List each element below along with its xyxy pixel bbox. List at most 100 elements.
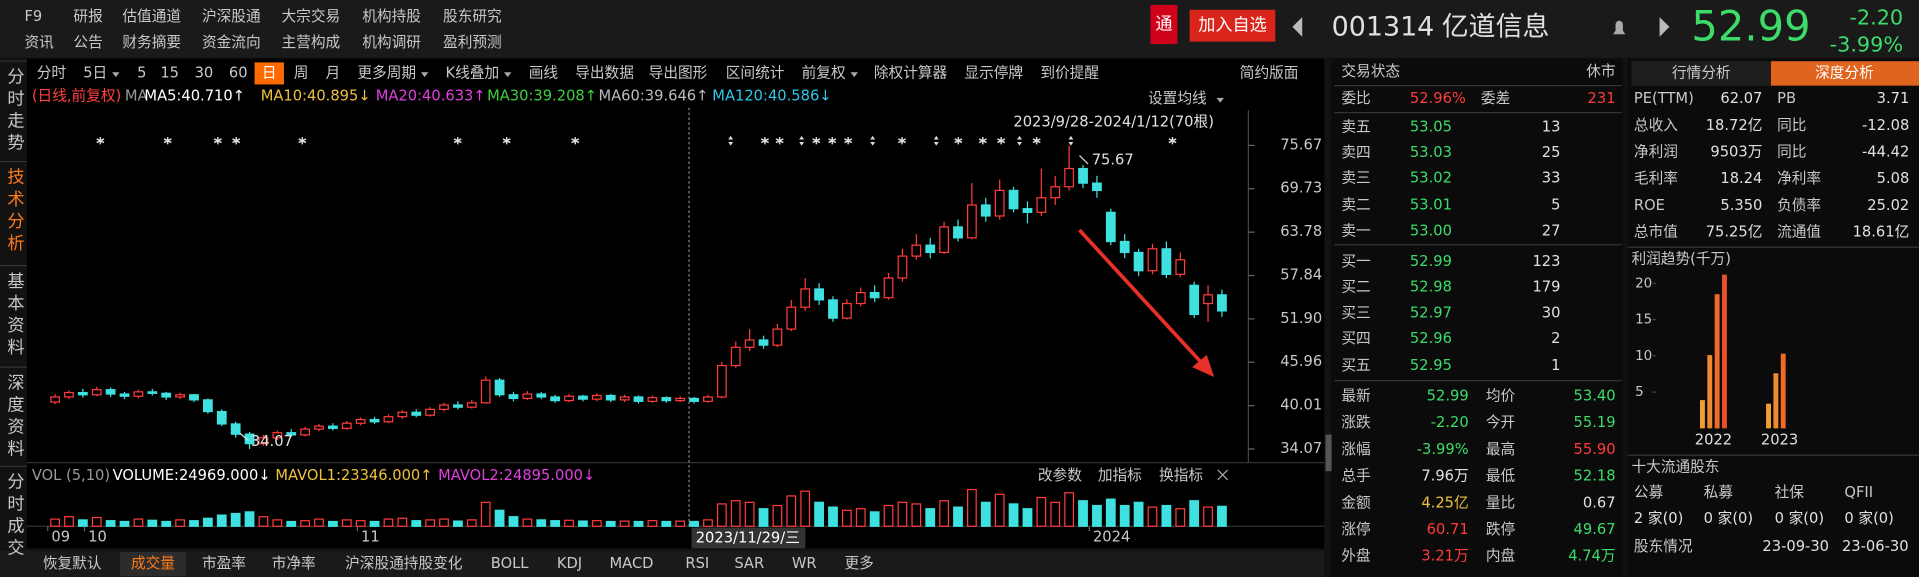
event-marker[interactable]: [954, 137, 963, 145]
side-tab[interactable]: 基本资料: [3, 272, 24, 360]
toolbar-item[interactable]: K线叠加: [445, 64, 499, 81]
add-watchlist[interactable]: 加入自选: [1198, 16, 1266, 36]
event-marker[interactable]: [213, 137, 222, 145]
ma-settings[interactable]: 设置均线: [1148, 90, 1207, 107]
volume-bar: [1064, 492, 1075, 527]
toolbar-item[interactable]: 分时: [37, 64, 67, 81]
side-tab[interactable]: 分时成交: [3, 472, 24, 560]
bottom-tab[interactable]: RSI: [685, 555, 709, 572]
analysis-tab[interactable]: 深度分析: [1815, 64, 1874, 81]
bottom-tab[interactable]: 沪深股通持股变化: [345, 555, 463, 572]
menu-item[interactable]: 研报: [73, 8, 103, 25]
toolbar-item[interactable]: 5日: [83, 64, 107, 81]
event-marker[interactable]: [163, 137, 172, 145]
event-marker[interactable]: [298, 137, 307, 145]
event-marker[interactable]: [828, 137, 837, 145]
event-marker[interactable]: [1168, 137, 1177, 145]
toolbar-item[interactable]: 60: [229, 64, 248, 81]
menu-item[interactable]: 盈利预测: [443, 34, 502, 51]
toolbar-item[interactable]: 15: [160, 64, 179, 81]
menu-item[interactable]: 股东研究: [443, 8, 502, 25]
vol-tool[interactable]: 改参数: [1038, 467, 1082, 484]
toolbar-item[interactable]: 除权计算器: [874, 64, 948, 81]
bottom-tab[interactable]: 成交量: [131, 554, 175, 572]
volume-bar: [1092, 504, 1102, 527]
menu-item[interactable]: 财务摘要: [122, 33, 181, 51]
bottom-tab[interactable]: 市盈率: [202, 555, 246, 572]
toolbar-item[interactable]: 30: [195, 64, 214, 81]
event-marker[interactable]: [898, 137, 907, 145]
bottom-tab[interactable]: KDJ: [557, 555, 582, 572]
candle-body: [758, 339, 769, 346]
menu-item[interactable]: 资讯: [24, 34, 54, 51]
volume-bar: [1022, 508, 1033, 527]
toolbar-item[interactable]: 导出数据: [575, 64, 634, 81]
event-marker[interactable]: [812, 137, 821, 145]
toolbar-item[interactable]: 月: [326, 64, 341, 81]
price-change: -2.20: [1849, 5, 1903, 29]
badge[interactable]: 通: [1155, 14, 1172, 34]
event-marker[interactable]: [997, 137, 1006, 145]
event-marker[interactable]: [844, 137, 853, 145]
event-marker[interactable]: [933, 135, 939, 146]
vol-tool[interactable]: 加指标: [1098, 467, 1142, 484]
menu-item[interactable]: 机构持股: [362, 8, 421, 25]
event-marker[interactable]: [799, 135, 805, 146]
event-marker[interactable]: [775, 137, 784, 145]
toolbar-item[interactable]: 显示停牌: [964, 64, 1023, 81]
toolbar-item[interactable]: 到价提醒: [1040, 64, 1099, 81]
toolbar-item[interactable]: 5: [137, 64, 146, 81]
toolbar-item[interactable]: 前复权: [802, 63, 846, 81]
menu-item[interactable]: 资金流向: [202, 34, 261, 51]
event-marker[interactable]: [1068, 135, 1074, 146]
volume-bar: [883, 504, 894, 527]
bottom-tab[interactable]: 恢复默认: [43, 554, 102, 572]
bottom-tab[interactable]: 更多: [844, 555, 873, 572]
cursor-date: 2023/11/29/三: [696, 530, 800, 547]
vol-tool[interactable]: 换指标: [1159, 467, 1203, 484]
event-marker[interactable]: [96, 137, 105, 145]
menu-item[interactable]: 主营构成: [281, 34, 340, 51]
next-icon[interactable]: [1659, 17, 1670, 37]
prev-icon[interactable]: [1292, 17, 1303, 37]
toolbar-item[interactable]: 简约版面: [1240, 64, 1299, 81]
side-tab[interactable]: 深度资料: [3, 373, 24, 461]
toolbar-item[interactable]: 画线: [529, 64, 559, 81]
bottom-tab[interactable]: WR: [792, 555, 817, 572]
event-marker[interactable]: [760, 137, 769, 145]
close-icon[interactable]: [1217, 469, 1229, 481]
menu-item[interactable]: F9: [24, 8, 42, 25]
toolbar-item[interactable]: 周: [294, 64, 309, 81]
x-tick-label: 09: [51, 528, 70, 545]
profit-bar: [1766, 403, 1771, 429]
volume-bar: [147, 519, 158, 527]
menu-item[interactable]: 估值通道: [122, 8, 181, 25]
event-marker[interactable]: [870, 135, 876, 146]
toolbar-item[interactable]: 区间统计: [726, 64, 785, 81]
bottom-tab[interactable]: 市净率: [272, 555, 316, 572]
event-marker[interactable]: [1017, 135, 1022, 146]
candle-body: [716, 364, 727, 398]
toolbar-item[interactable]: 更多周期: [357, 64, 416, 81]
event-marker[interactable]: [728, 135, 734, 146]
volume-bar: [119, 520, 130, 527]
event-marker[interactable]: [1032, 137, 1041, 145]
event-marker[interactable]: [232, 137, 241, 145]
analysis-tab[interactable]: 行情分析: [1672, 64, 1731, 81]
menu-item[interactable]: 机构调研: [362, 34, 421, 51]
toolbar-item[interactable]: 日: [262, 64, 277, 81]
bell-icon[interactable]: [1613, 20, 1626, 35]
bottom-tab[interactable]: SAR: [734, 555, 764, 572]
toolbar-item[interactable]: 导出图形: [649, 64, 708, 81]
bottom-tab[interactable]: BOLL: [491, 555, 530, 572]
event-marker[interactable]: [502, 137, 511, 145]
bottom-tab[interactable]: MACD: [610, 555, 654, 572]
side-tab[interactable]: 分时走势: [3, 67, 24, 155]
menu-item[interactable]: 公告: [73, 34, 102, 51]
menu-item[interactable]: 沪深股通: [202, 8, 261, 25]
event-marker[interactable]: [978, 137, 987, 145]
menu-item[interactable]: 大宗交易: [281, 7, 340, 25]
event-marker[interactable]: [571, 137, 580, 145]
event-marker[interactable]: [453, 137, 462, 145]
side-tab[interactable]: 技术分析: [3, 168, 24, 256]
